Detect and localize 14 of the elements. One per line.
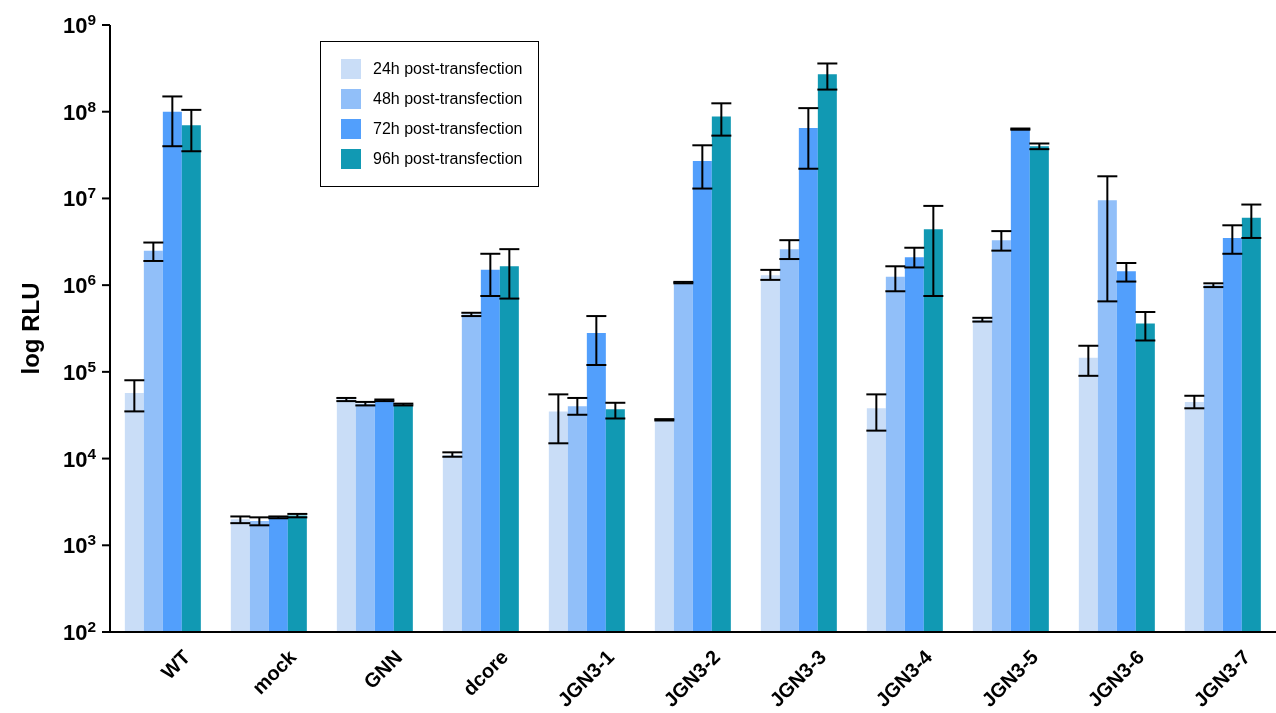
x-tick-label: WT: [156, 645, 195, 684]
y-axis-title: log RLU: [16, 282, 44, 375]
y-tick-label: 10$^{5}$: [62, 357, 97, 385]
y-tick-label: 10$^{9}$: [62, 10, 96, 38]
y-tick-label: 10$^{7}$: [62, 183, 96, 212]
y-tick-label: 10$^{2}$: [62, 617, 96, 645]
legend-label: 96h post-transfection: [373, 150, 523, 168]
y-tick-label: 10$^{6}$: [62, 270, 96, 299]
legend-label: 24h post-transfection: [373, 60, 523, 78]
y-tick-label: 10$^{4}$: [62, 444, 97, 472]
y-tick-label: 10$^{8}$: [62, 97, 97, 125]
legend-label: 72h post-transfection: [373, 120, 523, 138]
legend-label: 48h post-transfection: [373, 90, 523, 108]
y-tick-label: 10$^{3}$: [62, 530, 96, 559]
